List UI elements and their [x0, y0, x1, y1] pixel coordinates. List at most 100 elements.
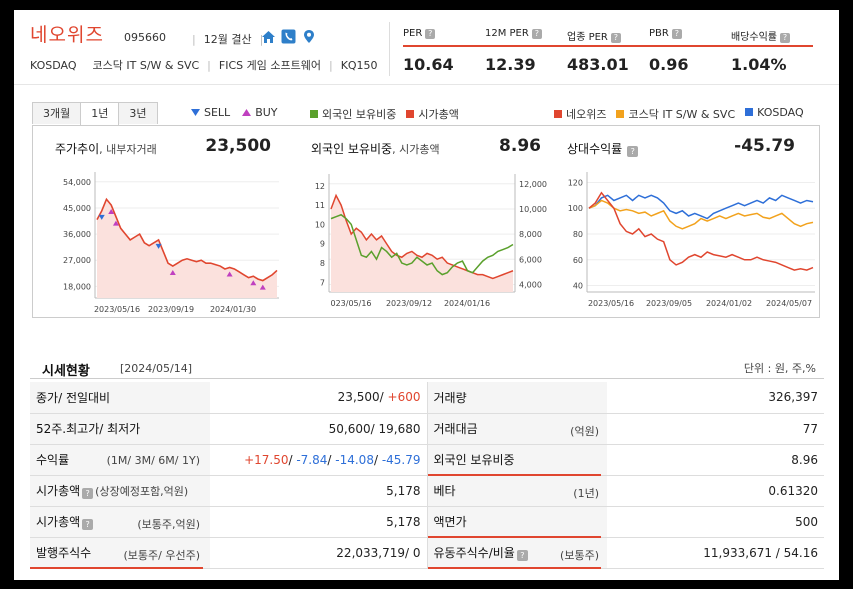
stock-code: 095660: [124, 31, 166, 44]
stock-summary-page: 네오위즈 095660 | 12월 결산 | KOSDAQ 코스닥 IT S/W & …: [14, 10, 839, 580]
sell-marker: [155, 243, 162, 249]
x-tick-label: 023/05/16: [330, 299, 371, 308]
table-row: 발행주식수 (보통주/ 우선주) 22,033,719/ 0 유동주식수/비율?(…: [30, 537, 824, 569]
y-right-tick-label: 12,000: [519, 180, 547, 189]
price-line: [96, 197, 278, 282]
foreign-value: 8.96: [499, 136, 541, 156]
help-icon[interactable]: ?: [531, 29, 542, 39]
header-icons: [261, 29, 316, 44]
y-tick-label: 27,000: [63, 256, 91, 265]
help-icon[interactable]: ?: [671, 29, 682, 39]
legend-industry: 코스닥 IT S/W & SVC: [616, 106, 735, 122]
y-tick-label: 18,000: [63, 282, 91, 291]
price-value: 23,500: [205, 136, 271, 156]
price-status-table: 종가/ 전일대비 23,500/ +600 거래량 326,397 52주.최고…: [30, 382, 824, 569]
buy-marker: [259, 284, 266, 290]
x-tick-label: 2023/05/16: [94, 305, 140, 314]
price-panel: 주가추이, 내부자거래 23,500 54,000 45,000 36,000 27,…: [33, 126, 293, 316]
foreign-legend: 외국인 보유비중 시가총액: [310, 106, 459, 122]
y-left-tick-label: 12: [315, 182, 325, 191]
legend-sell: SELL: [191, 106, 230, 119]
y-tick-label: 45,000: [63, 204, 91, 213]
y-left-tick-label: 11: [315, 201, 325, 210]
chart-area: 3개월 1년 3년 SELL BUY 외국인 보유비중 시가총액 네오위즈 코스…: [14, 92, 839, 326]
x-tick-label: 2024/01/16: [444, 299, 490, 308]
help-icon[interactable]: ?: [627, 146, 639, 157]
y-left-tick-label: 7: [320, 278, 325, 287]
table-row: 수익률 (1M/ 3M/ 6M/ 1Y) +17.50/ -7.84/ -14.0…: [30, 444, 824, 476]
industry-line: [588, 199, 814, 230]
location-icon[interactable]: [301, 29, 316, 44]
neowiz-line: [588, 191, 814, 271]
marketcap-area: [331, 195, 513, 292]
x-tick-label: 2023/09/19: [148, 305, 194, 314]
table-title: 시세현황: [42, 364, 90, 379]
sell-marker: [98, 214, 105, 220]
help-icon[interactable]: ?: [82, 488, 94, 499]
foreign-panel: 외국인 보유비중, 시가총액 8.96 12 11 10 9 8 7 12,000 10,00…: [303, 126, 559, 316]
price-chart: 54,000 45,000 36,000 27,000 18,000 2023/05/16…: [63, 172, 279, 314]
relative-chart: 120 100 80 60 40 2023/05/16 2023/09/05 2024/01/…: [568, 172, 815, 308]
y-left-tick-label: 9: [320, 240, 325, 249]
y-tick-label: 36,000: [63, 230, 91, 239]
buy-marker: [108, 209, 115, 215]
return-legend: 네오위즈 코스닥 IT S/W & SVC KOSDAQ: [554, 106, 804, 122]
x-tick-label: 2023/09/12: [386, 299, 432, 308]
legend-kosdaq: KOSDAQ: [745, 106, 804, 122]
home-icon[interactable]: [261, 29, 276, 44]
y-tick-label: 54,000: [63, 178, 91, 187]
legend-foreign: 외국인 보유비중: [310, 106, 396, 122]
x-tick-label: 2023/05/16: [588, 299, 634, 308]
relative-panel: 상대수익률? -45.79 120 100 80 60 40 2023/05/16 2023…: [561, 126, 819, 316]
help-icon[interactable]: ?: [516, 550, 528, 561]
relative-value: -45.79: [734, 136, 795, 156]
y-right-tick-label: 8,000: [519, 230, 542, 239]
y-tick-label: 80: [573, 230, 583, 239]
buy-marker: [112, 220, 119, 226]
legend-buy: BUY: [242, 106, 278, 119]
y-tick-label: 120: [568, 178, 583, 187]
company-classification: KOSDAQ 코스닥 IT S/W & SVC | FICS 게임 소프트웨어 | KQ1…: [30, 59, 378, 72]
help-icon[interactable]: ?: [82, 519, 94, 530]
metric-12m-per: 12M PER? 12.39: [485, 26, 567, 74]
table-unit: 단위 : 원, 주,%: [743, 362, 816, 375]
foreign-chart: 12 11 10 9 8 7 12,000 10,000 8,000 6,000 4,000 023/…: [315, 174, 547, 308]
buy-marker: [169, 270, 176, 276]
x-tick-label: 2024/05/07: [766, 299, 812, 308]
buy-marker: [226, 271, 233, 277]
tab-1y[interactable]: 1년: [80, 102, 120, 125]
tab-3m[interactable]: 3개월: [32, 102, 82, 124]
kosdaq-line: [588, 194, 814, 220]
table-row: 종가/ 전일대비 23,500/ +600 거래량 326,397: [30, 382, 824, 414]
foreign-line: [330, 213, 514, 276]
metric-dividend-yield: 배당수익률? 1.04%: [731, 26, 813, 74]
y-left-tick-label: 10: [315, 220, 325, 229]
insider-legend: SELL BUY: [191, 106, 278, 119]
company-header: 네오위즈 095660 | 12월 결산 | KOSDAQ 코스닥 IT S/W & …: [14, 10, 839, 85]
x-tick-label: 2024/01/30: [210, 305, 256, 314]
y-right-tick-label: 10,000: [519, 205, 547, 214]
phone-icon[interactable]: [281, 29, 296, 44]
metric-pbr: PBR? 0.96: [649, 26, 731, 74]
marketcap-line: [330, 193, 514, 280]
buy-marker: [250, 280, 257, 286]
fiscal-month: | 12월 결산 |: [192, 33, 264, 46]
legend-neowiz: 네오위즈: [554, 106, 606, 122]
x-tick-label: 2024/01/02: [706, 299, 752, 308]
help-icon[interactable]: ?: [610, 33, 621, 43]
metric-per: PER? 10.64: [403, 26, 485, 74]
company-name: 네오위즈: [30, 24, 104, 46]
table-row: 시가총액? (보통주,억원) 5,178 액면가 500: [30, 506, 824, 538]
y-tick-label: 100: [568, 204, 583, 213]
table-row: 시가총액? (상장예정포함,억원) 5,178 베타 (1년) 0.61320: [30, 475, 824, 507]
table-row: 52주.최고가/ 최저가 50,600/ 19,680 거래대금 (억원) 77: [30, 413, 824, 445]
y-right-tick-label: 6,000: [519, 255, 542, 264]
tab-3y[interactable]: 3년: [118, 102, 158, 124]
x-tick-label: 2023/09/05: [646, 299, 692, 308]
help-icon[interactable]: ?: [425, 29, 436, 39]
legend-marketcap: 시가총액: [406, 106, 459, 122]
y-left-tick-label: 8: [320, 259, 325, 268]
metric-industry-per: 업종 PER? 483.01: [567, 26, 649, 74]
y-tick-label: 60: [573, 256, 583, 265]
help-icon[interactable]: ?: [780, 33, 790, 43]
